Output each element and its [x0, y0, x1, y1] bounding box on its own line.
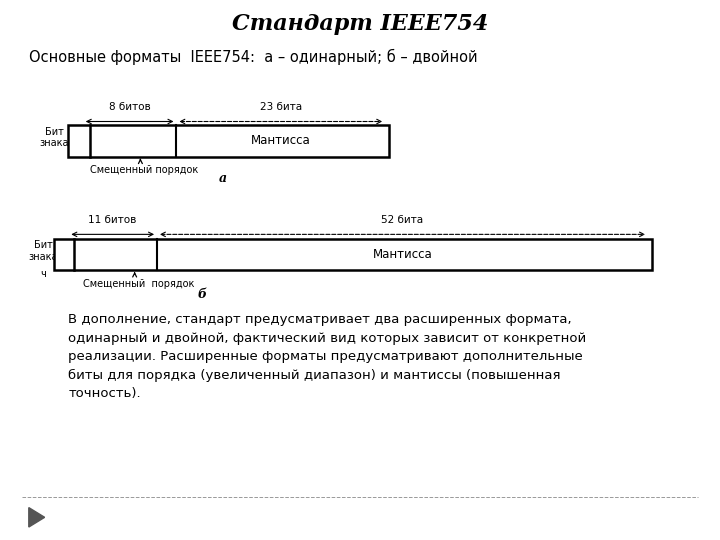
Polygon shape	[29, 508, 45, 527]
Text: Бит
знака: Бит знака	[40, 127, 68, 148]
Bar	[68, 125, 389, 157]
Text: 8 битов: 8 битов	[109, 102, 150, 112]
Text: Мантисса: Мантисса	[251, 134, 310, 147]
Text: Стандарт IEEE754: Стандарт IEEE754	[232, 14, 488, 35]
Text: 11 битов: 11 битов	[89, 214, 137, 225]
Text: Основные форматы  IEEE754:  а – одинарный; б – двойной: Основные форматы IEEE754: а – одинарный;…	[29, 49, 477, 65]
Text: 52 бита: 52 бита	[382, 214, 423, 225]
Text: а: а	[219, 172, 228, 185]
Text: Смещенный порядок: Смещенный порядок	[90, 165, 198, 175]
Text: Мантисса: Мантисса	[373, 248, 432, 261]
Text: 23 бита: 23 бита	[260, 102, 302, 112]
Text: ч: ч	[40, 269, 46, 279]
Text: Бит
знака: Бит знака	[29, 240, 58, 262]
Bar	[54, 239, 652, 270]
Text: б: б	[197, 288, 206, 301]
Text: Смещенный  порядок: Смещенный порядок	[83, 279, 194, 289]
Text: В дополнение, стандарт предусматривает два расширенных формата,
одинарный и двой: В дополнение, стандарт предусматривает д…	[68, 313, 587, 400]
